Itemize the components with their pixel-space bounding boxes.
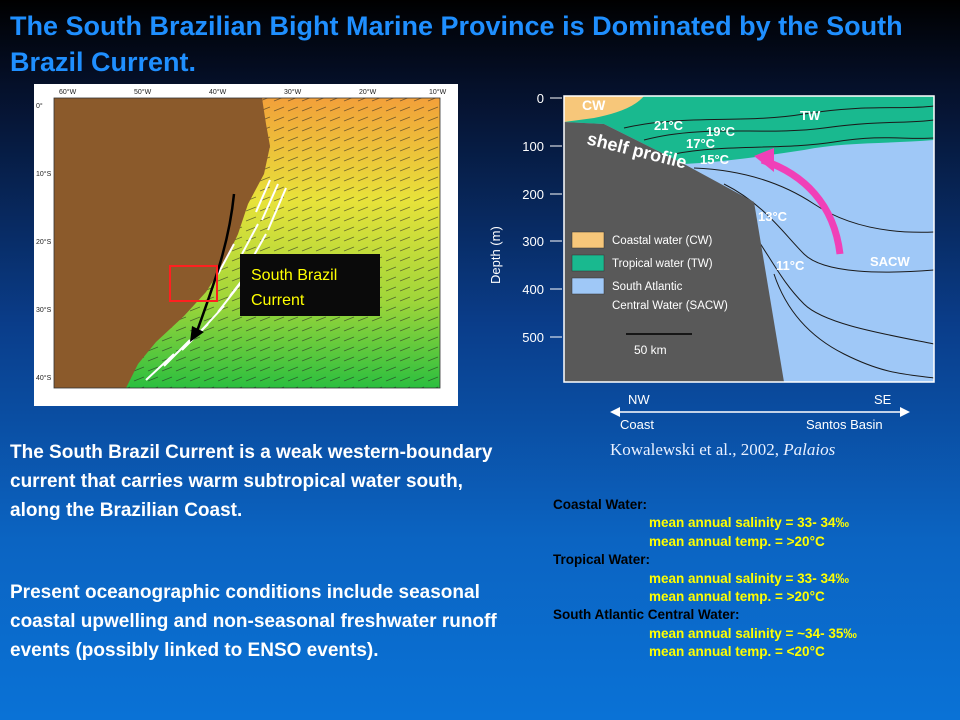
fact-title-sacw: South Atlantic Central Water: xyxy=(553,607,740,623)
legend-swatch-cw xyxy=(571,231,605,249)
south-america-land xyxy=(54,98,270,388)
lat-label: 0° xyxy=(36,102,43,110)
isotherm-21: 21°C xyxy=(654,118,684,133)
fact-temp-tw: mean annual temp. = >20°C xyxy=(649,589,825,605)
callout-box xyxy=(240,254,380,316)
lon-label: 60°W xyxy=(59,88,77,96)
lon-label: 50°W xyxy=(134,88,152,96)
citation-journal: Palaios xyxy=(783,440,836,459)
legend-label-tw: Tropical water (TW) xyxy=(612,258,713,270)
legend-label-sacw-1: South Atlantic xyxy=(612,281,683,293)
direction-nw: NW xyxy=(628,392,650,407)
legend-label-sacw-2: Central Water (SACW) xyxy=(612,300,728,312)
fact-temp-cw: mean annual temp. = >20°C xyxy=(649,533,825,549)
fact-title-tw: Tropical Water: xyxy=(553,552,651,568)
legend-swatch-sacw xyxy=(571,277,605,295)
cross-section-graphic: 0 100 200 300 400 500 Depth (m) CW TW SA… xyxy=(488,91,935,432)
fact-title-cw: Coastal Water: xyxy=(553,497,648,512)
direction-se: SE xyxy=(874,392,892,407)
current-map-graphic: 60°W 50°W 40°W 30°W 20°W 10°W 0° 10°S 20… xyxy=(36,88,447,389)
depth-tick: 100 xyxy=(522,139,544,154)
depth-tick: 500 xyxy=(522,330,544,345)
isotherm-17: 17°C xyxy=(686,136,716,151)
isotherm-11: 11°C xyxy=(776,258,805,273)
citation-authors: Kowalewski et al., 2002, xyxy=(610,440,780,459)
body-paragraph-2: Present oceanographic conditions include… xyxy=(10,582,497,661)
callout-line2: Current xyxy=(251,292,305,309)
cw-area xyxy=(564,96,644,122)
label-cw: CW xyxy=(582,97,606,113)
upwelling-arrow-head xyxy=(754,148,774,172)
isotherm-15: 15°C xyxy=(700,152,730,167)
fact-salinity-sacw: mean annual salinity = ~34- 35‰ xyxy=(649,625,857,641)
legend-label-cw: Coastal water (CW) xyxy=(612,235,712,247)
water-mass-facts: Coastal Water: mean annual salinity = 33… xyxy=(553,496,953,662)
lat-label: 30°S xyxy=(36,306,52,314)
body-paragraph-1: The South Brazil Current is a weak weste… xyxy=(10,442,493,521)
fact-salinity-cw: mean annual salinity = 33- 34‰ xyxy=(649,515,849,531)
scale-label: 50 km xyxy=(634,343,667,357)
depth-axis-label: Depth (m) xyxy=(488,226,503,284)
isotherm-19: 19°C xyxy=(706,124,736,139)
depth-tick: 0 xyxy=(537,91,544,106)
lon-label: 30°W xyxy=(284,88,302,96)
current-map: 60°W 50°W 40°W 30°W 20°W 10°W 0° 10°S 20… xyxy=(34,84,458,406)
lon-label: 10°W xyxy=(429,88,447,96)
depth-tick: 400 xyxy=(522,282,544,297)
shelf-cross-section: 0 100 200 300 400 500 Depth (m) CW TW SA… xyxy=(484,84,944,464)
slide-title: The South Brazilian Bight Marine Provinc… xyxy=(10,11,903,77)
lat-label: 20°S xyxy=(36,238,52,246)
isotherm-13: 13°C xyxy=(758,209,788,224)
upwelling-arrow xyxy=(760,156,844,255)
citation: Kowalewski et al., 2002, Palaios xyxy=(610,440,835,460)
depth-tick: 300 xyxy=(522,234,544,249)
label-sacw: SACW xyxy=(870,254,910,269)
fact-salinity-tw: mean annual salinity = 33- 34‰ xyxy=(649,570,849,586)
fact-temp-sacw: mean annual temp. = <20°C xyxy=(649,644,825,660)
lat-label: 10°S xyxy=(36,170,52,178)
depth-tick: 200 xyxy=(522,187,544,202)
lon-label: 20°W xyxy=(359,88,377,96)
tw-area xyxy=(564,96,934,164)
santos-basin-label: Santos Basin xyxy=(806,417,883,432)
coast-label: Coast xyxy=(620,417,654,432)
legend-swatch-tw xyxy=(571,254,605,272)
lat-label: 40°S xyxy=(36,374,52,382)
callout-line1: South Brazil xyxy=(251,267,337,284)
label-tw: TW xyxy=(800,108,821,123)
lon-label: 40°W xyxy=(209,88,227,96)
current-arrow xyxy=(194,193,236,335)
shelf-seafloor xyxy=(564,122,784,382)
study-area-box xyxy=(169,265,218,302)
